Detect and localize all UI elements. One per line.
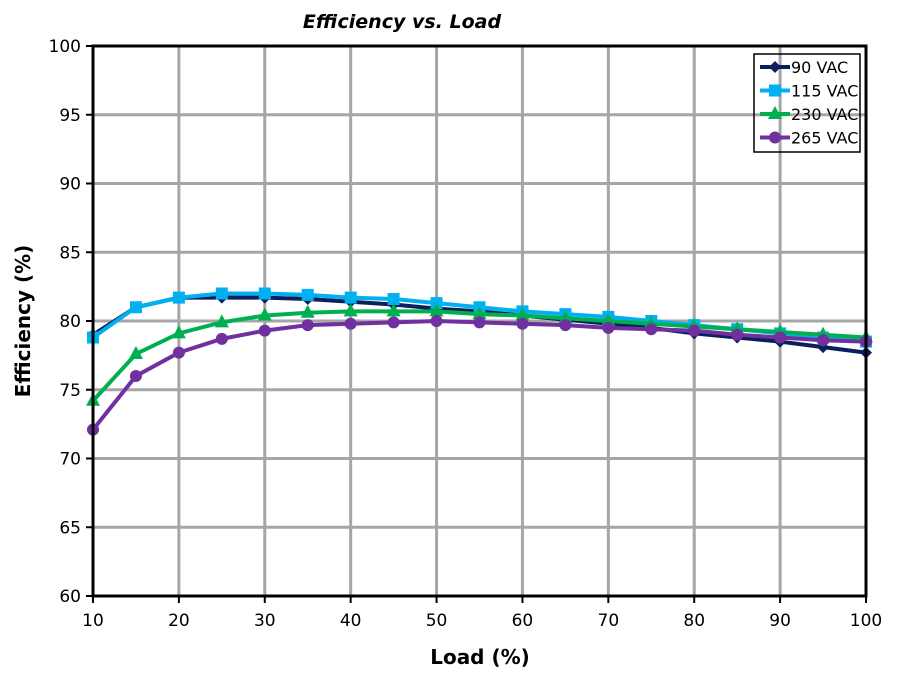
data-point [516, 317, 529, 330]
data-point [301, 319, 314, 332]
data-point [558, 310, 573, 324]
legend: 90 VAC 115 VAC 230 VAC 265 VAC [753, 53, 861, 153]
data-point [128, 346, 143, 359]
x-tick-label: 30 [254, 611, 276, 631]
data-point [214, 314, 229, 328]
data-point [215, 287, 228, 300]
data-point [257, 307, 272, 321]
data-point [731, 328, 744, 341]
y-tick-label: 100 [49, 37, 81, 57]
y-tick-label: 85 [59, 243, 81, 263]
data-point [129, 370, 142, 382]
data-point [172, 291, 185, 304]
legend-marker [769, 84, 781, 97]
data-point [601, 313, 616, 326]
data-point [473, 316, 486, 329]
data-point [602, 321, 615, 334]
legend-label: 90 VAC [791, 58, 848, 77]
data-point [344, 317, 357, 330]
series-230-vac [86, 303, 873, 406]
y-tick-label: 95 [59, 106, 81, 126]
data-point [258, 287, 271, 300]
data-point [344, 291, 357, 304]
legend-marker [768, 106, 782, 119]
data-point [645, 323, 658, 336]
chart-title: Efficiency vs. Load [303, 11, 502, 33]
x-tick-label: 40 [340, 611, 362, 631]
series-265-vac [87, 315, 872, 436]
x-tick-label: 90 [769, 611, 791, 631]
legend-label: 115 VAC [791, 82, 858, 101]
y-tick-label: 70 [59, 450, 81, 470]
data-point [301, 288, 314, 301]
y-tick-label: 60 [59, 587, 81, 607]
data-point [129, 301, 142, 314]
legend-box [753, 53, 861, 153]
x-tick-label: 20 [168, 611, 190, 631]
data-point [817, 334, 830, 347]
data-point [387, 293, 400, 305]
data-point [472, 306, 487, 320]
data-point [515, 307, 530, 321]
data-point [688, 324, 701, 337]
data-point [429, 303, 444, 317]
legend-marker [769, 131, 781, 144]
series-line [91, 318, 867, 431]
legend-label: 265 VAC [791, 129, 858, 148]
legend-marker [769, 61, 781, 73]
data-point [430, 297, 443, 310]
y-axis-label: Efficiency (%) [11, 245, 35, 398]
data-point [172, 346, 185, 359]
tick-labels: 10 20 30 40 50 60 70 80 90 100 60 65 70 75 80 85 90 95 100 [49, 37, 883, 631]
data-point [387, 316, 400, 329]
x-tick-label: 70 [598, 611, 620, 631]
data-point [215, 332, 228, 345]
x-tick-label: 100 [850, 611, 882, 631]
data-point [559, 319, 572, 332]
x-tick-label: 10 [82, 611, 104, 631]
x-tick-label: 50 [426, 611, 448, 631]
x-tick-label: 80 [683, 611, 705, 631]
x-tick-label: 60 [512, 611, 534, 631]
y-tick-label: 65 [59, 518, 81, 538]
legend-label: 230 VAC [791, 105, 858, 124]
data-point [258, 324, 271, 337]
y-tick-label: 80 [59, 312, 81, 332]
data-point [343, 303, 358, 317]
x-axis-label: Load (%) [430, 645, 530, 669]
series-lines [86, 287, 873, 436]
data-point [300, 304, 315, 318]
y-tick-label: 90 [59, 175, 81, 195]
data-point [171, 325, 186, 339]
data-point [430, 315, 443, 327]
data-point [386, 303, 401, 317]
data-point [774, 331, 787, 344]
y-tick-label: 75 [59, 381, 81, 401]
plot-frame [91, 44, 868, 598]
